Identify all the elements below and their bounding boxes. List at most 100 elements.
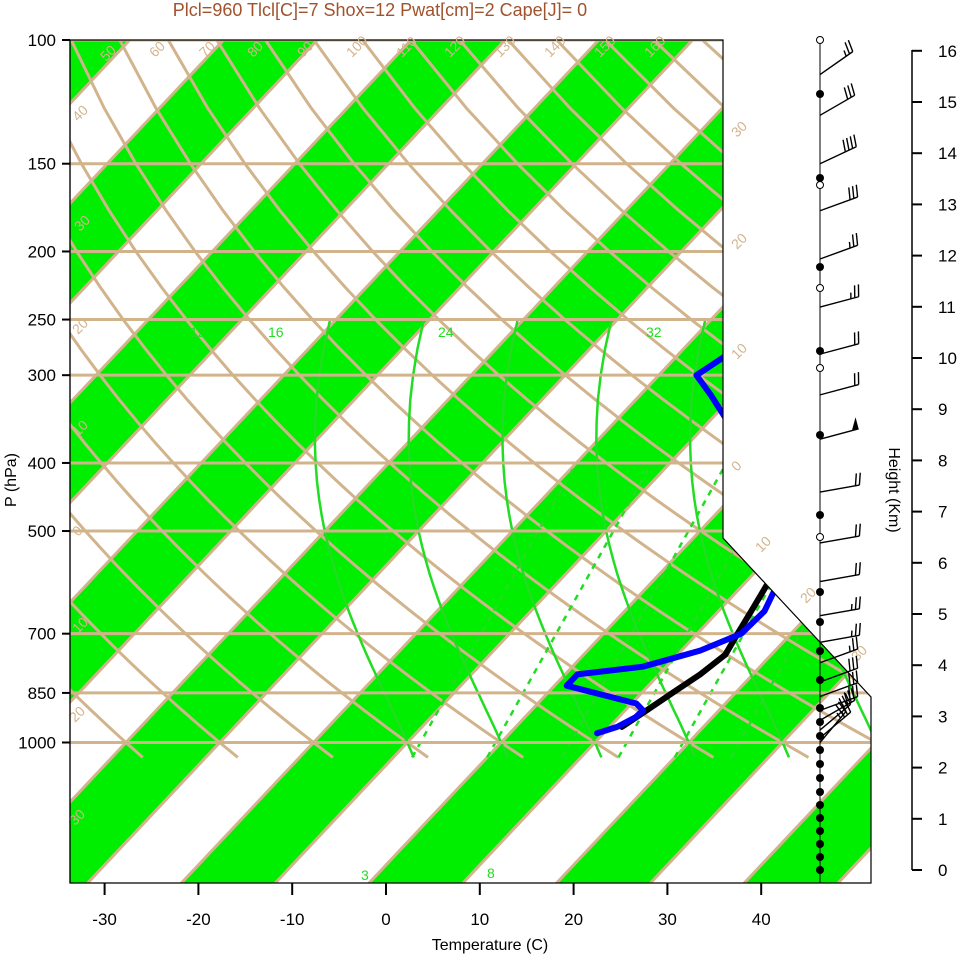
wind-barb-full [847,39,854,52]
wind-barb-shaft [819,146,857,165]
level-marker [816,746,824,754]
y-tick-label: 700 [28,625,56,644]
isotherm-line [70,40,544,883]
isotherm-line [201,40,871,883]
x-tick-label: 10 [470,910,489,929]
wind-barb [819,670,859,698]
mixing-ratio-line [561,462,728,758]
wind-barb [819,372,860,396]
height-tick-label: 9 [938,400,947,419]
wind-barb-full [842,139,847,153]
wind-barb [819,417,859,440]
height-tick-label: 5 [938,605,947,624]
isotherm-line [70,40,732,883]
height-tick-label: 7 [938,503,947,522]
wind-barb-full [851,638,855,651]
wind-barb-full [851,234,855,247]
wind-barb-full [855,184,859,198]
wind-barb-shaft [819,428,859,440]
wind-barb-full [858,596,861,609]
wind-barb-full [848,673,851,686]
level-marker [816,704,824,712]
wind-barb-shaft [819,703,852,731]
height-tick-label: 11 [938,298,956,317]
dry-adiabat [70,40,429,759]
moist-adiabat [407,319,509,758]
height-tick-label: 8 [938,451,947,470]
wind-barb [819,684,859,712]
x-tick-label: 40 [752,910,771,929]
wind-barb [819,134,857,165]
wind-barb-half [843,50,847,57]
chart-title: Plcl=960 Tlcl[C]=7 Shox=12 Pwat[cm]=2 Ca… [173,0,587,20]
temperature-band [70,40,543,883]
level-marker [816,647,824,655]
wind-barb-shaft [819,343,859,355]
isotherm-label: 100 [343,32,371,60]
y-tick-label: 150 [28,155,56,174]
y-tick-label: 200 [28,242,56,261]
moist-adiabat [501,319,603,758]
isotherm-label: 10 [752,533,774,555]
isotherm-line [70,40,356,883]
isotherm-line [70,40,825,883]
height-tick-label: 0 [938,861,947,880]
wind-barb-half [841,711,846,718]
dry-adiabat [70,40,715,759]
isotherm-label: 40 [69,102,91,124]
y-tick-label: 1000 [18,734,56,753]
dry-adiabat [312,40,871,759]
wind-barb-shaft [819,608,860,617]
level-marker-open [816,284,824,292]
level-marker [816,511,824,519]
wind-barb-full [838,698,846,710]
x-tick-label: 30 [658,910,677,929]
wind-barb-full [858,472,861,486]
temperature-band [70,40,355,883]
height-tick-label: 1 [938,810,947,829]
wind-barb [819,83,856,116]
level-marker-open [816,181,824,189]
x-tick-label: 0 [381,910,390,929]
mixing-ratio-line [411,462,578,758]
y-tick-label: 850 [28,684,56,703]
wind-barb-full [855,232,859,246]
level-marker-open [816,36,824,44]
wind-barb-full [851,657,855,670]
temperature-band [70,40,871,883]
wind-barb-shaft [819,244,858,260]
wind-barb-full [858,562,861,575]
mixing-ratio-label: 32 [646,324,662,340]
isotherm-line [670,40,871,883]
level-marker [816,90,824,98]
wind-barb [819,284,860,308]
dry-adiabat [167,40,871,759]
height-tick-label: 15 [938,93,957,112]
wind-barb-shaft [819,296,859,308]
x-tick-label: -30 [92,910,117,929]
wind-barb-full [851,671,855,685]
wind-barb-full [854,562,858,576]
wind-barb-full [845,137,850,151]
x-tick-label: -20 [186,910,211,929]
x-tick-label: -10 [280,910,305,929]
wind-barb [819,562,861,583]
wind-barb [819,184,859,212]
wind-barb-full [853,134,857,147]
level-marker [816,588,824,596]
isotherm-label: 130 [491,32,519,60]
moist-adiabat [313,319,415,758]
level-marker [816,801,824,809]
wind-barb-full [848,658,851,672]
level-marker [816,732,824,740]
mixing-ratio-label: 8 [487,865,495,881]
wind-barb-full [854,473,858,486]
temperature-band [484,40,871,883]
wind-barb-shaft [819,535,860,544]
level-marker [816,618,824,626]
wind-barb [819,622,861,643]
height-tick-label: 14 [938,144,957,163]
wind-barb [819,232,859,260]
